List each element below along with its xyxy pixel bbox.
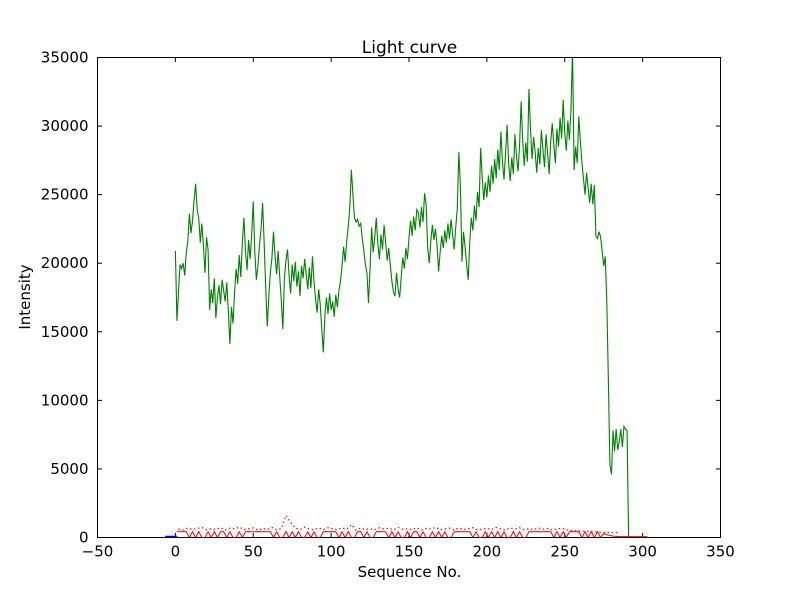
- x-tick-label: −50: [82, 543, 114, 561]
- y-tick-label: 10000: [41, 391, 89, 409]
- series-background-dotted: [178, 514, 618, 534]
- y-tick-label: 25000: [41, 186, 89, 204]
- x-tick-label: 0: [171, 543, 181, 561]
- x-axis-label: Sequence No.: [357, 563, 462, 581]
- y-tick-label: 5000: [50, 460, 88, 478]
- x-tick-label: 150: [395, 543, 424, 561]
- x-tick-label: 300: [628, 543, 657, 561]
- y-tick-label: 30000: [41, 117, 89, 135]
- y-tick-label: 0: [79, 529, 89, 547]
- y-tick-label: 20000: [41, 254, 89, 272]
- y-tick-label: 15000: [41, 323, 89, 341]
- chart-title: Light curve: [361, 38, 458, 58]
- x-tick-label: 350: [706, 543, 735, 561]
- x-tick-label: 250: [550, 543, 579, 561]
- series-target-intensity: [174, 57, 630, 538]
- x-tick-label: 200: [473, 543, 502, 561]
- x-tick-label: 100: [317, 543, 346, 561]
- series-background-solid: [176, 530, 648, 538]
- x-tick-label: 50: [244, 543, 263, 561]
- y-tick-label: 35000: [41, 49, 89, 67]
